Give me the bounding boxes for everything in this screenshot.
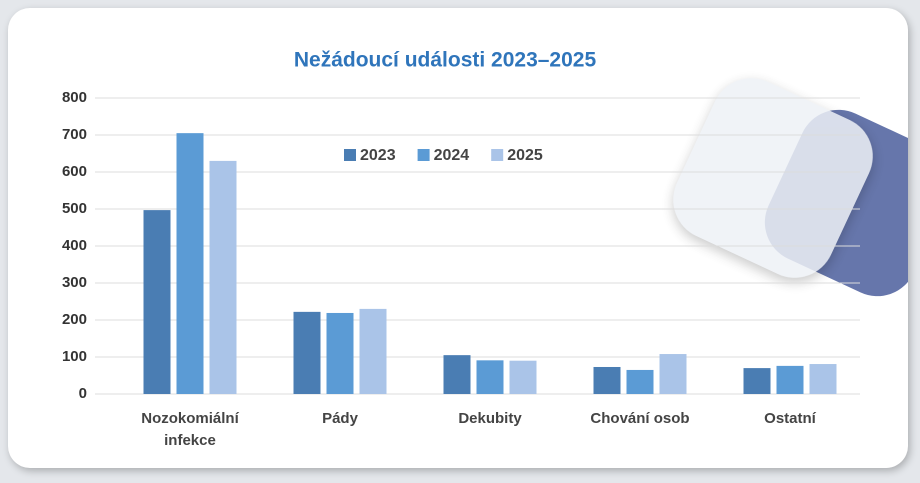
bar <box>326 312 354 394</box>
legend-swatch <box>491 149 504 161</box>
y-tick-label: 200 <box>62 311 87 328</box>
y-tick-label: 0 <box>79 385 87 402</box>
bar <box>476 360 504 394</box>
bar <box>209 160 237 394</box>
legend-label: 2024 <box>434 147 470 164</box>
chart-title: Nežádoucí události 2023–2025 <box>294 49 597 72</box>
bar <box>776 365 804 394</box>
bar <box>443 355 471 394</box>
x-tick-label: Dekubity <box>458 410 522 427</box>
bar <box>626 369 654 394</box>
bar <box>293 311 321 394</box>
y-tick-label: 300 <box>62 274 87 291</box>
y-tick-label: 700 <box>62 126 87 143</box>
x-tick-label: Chování osob <box>590 410 690 427</box>
y-tick-label: 400 <box>62 237 87 254</box>
legend-swatch <box>344 149 356 161</box>
x-tick-label: Pády <box>322 410 358 427</box>
bar <box>359 308 387 394</box>
legend-label: 2023 <box>360 147 396 164</box>
bar <box>809 364 837 394</box>
bar <box>593 366 621 394</box>
decoration <box>673 78 908 297</box>
x-tick-label: Nozokomiální infekce <box>141 410 239 449</box>
chart-card: Nežádoucí události 2023–2025 0 100 200 300 4… <box>8 8 908 468</box>
y-tick-label: 500 <box>62 200 87 217</box>
legend-swatch <box>417 149 430 161</box>
chart: Nežádoucí události 2023–2025 0 100 200 300 4… <box>62 49 908 402</box>
y-tick-label: 600 <box>62 163 87 180</box>
bar <box>143 210 171 394</box>
bar <box>659 354 687 394</box>
y-tick-label: 100 <box>62 348 87 365</box>
x-tick-label: Ostatní <box>764 410 816 427</box>
bar <box>176 133 204 394</box>
y-tick-label: 800 <box>62 89 87 106</box>
bar <box>509 360 537 394</box>
legend-label: 2025 <box>507 147 543 164</box>
bar <box>743 368 771 394</box>
